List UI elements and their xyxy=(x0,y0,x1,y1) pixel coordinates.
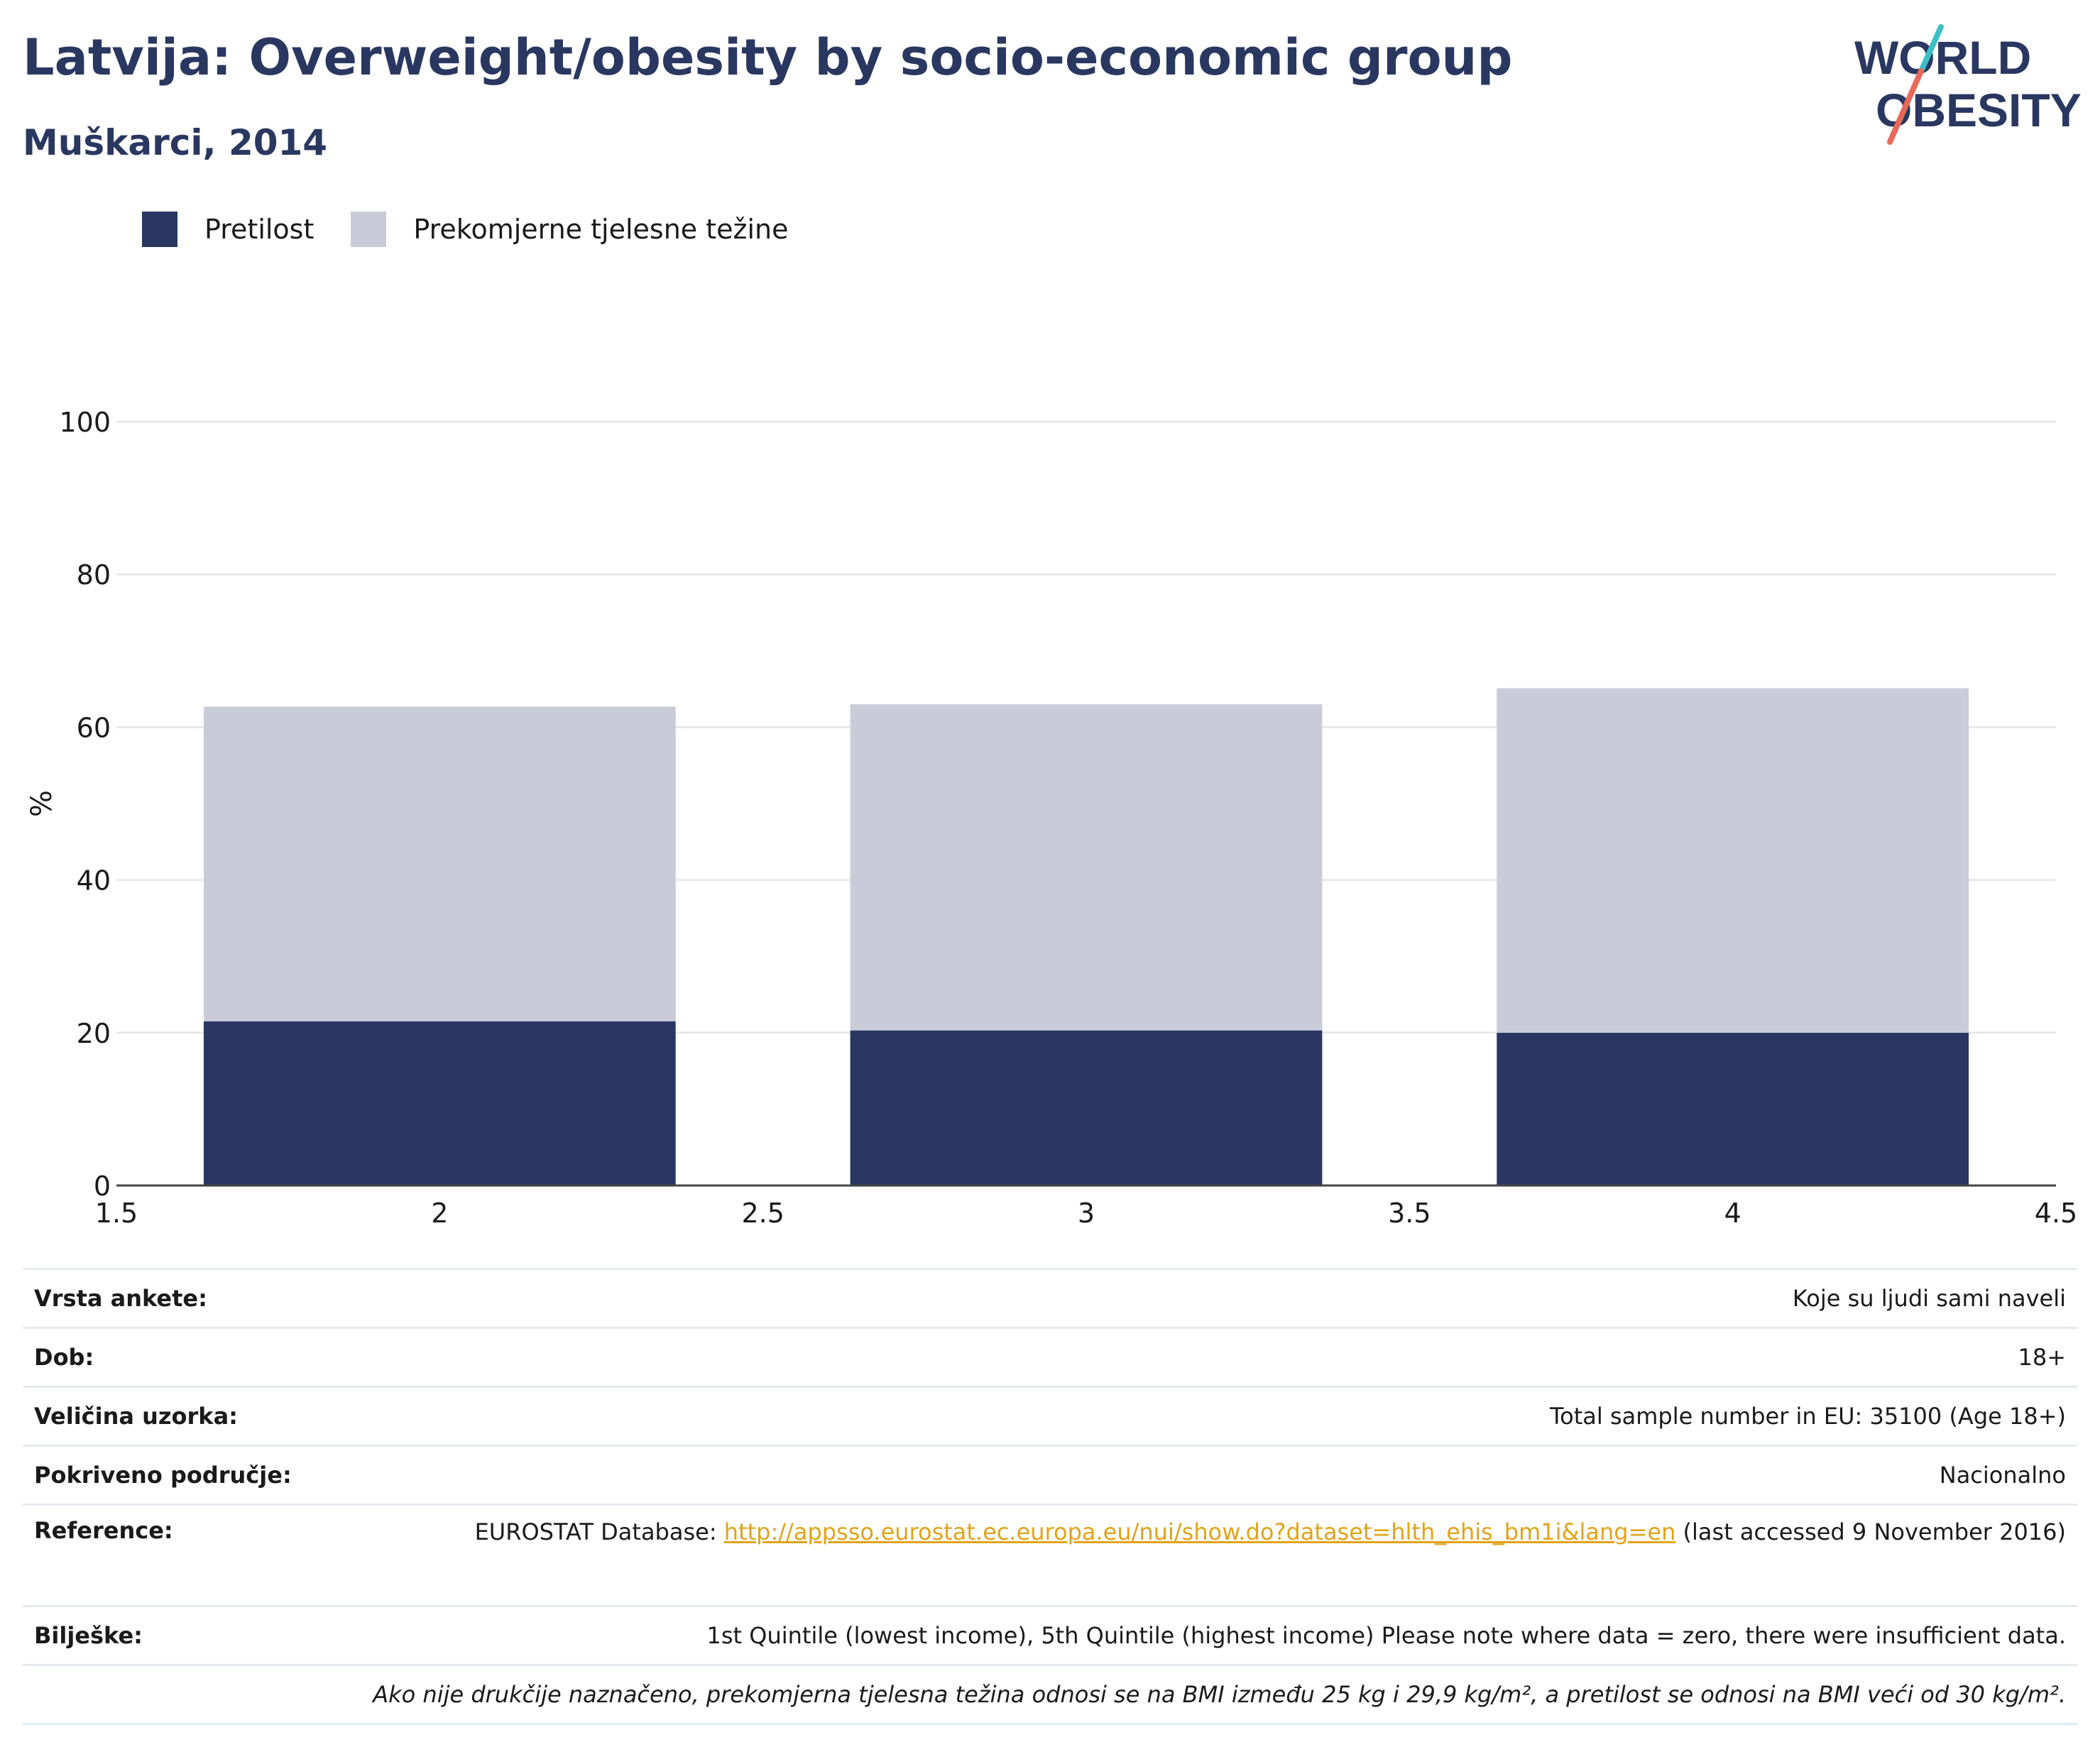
info-row-survey-type: Vrsta ankete: Koje su ljudi sami naveli xyxy=(23,1268,2077,1328)
y-tick-label: 60 xyxy=(77,712,111,743)
chart-title: Latvija: Overweight/obesity by socio-eco… xyxy=(23,28,1513,87)
info-table: Vrsta ankete: Koje su ljudi sami naveli … xyxy=(23,1268,2077,1725)
bars xyxy=(203,688,1969,1185)
x-tick-label: 4.5 xyxy=(2035,1198,2077,1229)
info-value: 1st Quintile (lowest income), 5th Quinti… xyxy=(415,1605,2077,1665)
legend-item-overweight[interactable]: Prekomjerne tjelesne težine xyxy=(351,212,789,247)
bar-overweight xyxy=(850,704,1323,1031)
bar-obesity xyxy=(1497,1032,1969,1185)
logo-slash-teal xyxy=(1918,24,1944,74)
info-row-area: Pokriveno područje: Nacionalno xyxy=(23,1445,2077,1505)
bar-overweight xyxy=(203,706,676,1022)
x-tick-label: 3 xyxy=(1078,1198,1095,1229)
world-obesity-logo: WORLD OBESITY xyxy=(1854,24,2082,145)
y-tick-label: 20 xyxy=(77,1018,111,1049)
legend-swatch-obesity xyxy=(142,212,177,247)
y-tick-label: 40 xyxy=(77,865,111,897)
reference-suffix: (last accessed 9 November 2016) xyxy=(1675,1518,2066,1545)
info-value: 18+ xyxy=(415,1327,2077,1387)
legend-swatch-overweight xyxy=(351,212,387,247)
reference-prefix: EUROSTAT Database: xyxy=(474,1518,724,1545)
info-value: Koje su ljudi sami naveli xyxy=(415,1268,2077,1328)
info-label: Dob: xyxy=(23,1327,415,1387)
bar-obesity xyxy=(850,1030,1323,1185)
logo-slash-red xyxy=(1887,68,1924,145)
y-tick-label: 0 xyxy=(94,1171,111,1202)
info-row-notes: Bilješke: 1st Quintile (lowest income), … xyxy=(23,1605,2077,1665)
y-axis-label: % xyxy=(26,790,58,817)
y-tick-label: 80 xyxy=(77,559,111,591)
reference-link[interactable]: http://appsso.eurostat.ec.europa.eu/nui/… xyxy=(723,1518,1676,1545)
bar-overweight xyxy=(1497,688,1969,1033)
x-tick-label: 1.5 xyxy=(95,1198,138,1229)
y-tick-label: 100 xyxy=(59,407,111,438)
info-label: Veličina uzorka: xyxy=(23,1386,415,1446)
info-label: Bilješke: xyxy=(23,1605,415,1665)
info-row-reference: Reference: EUROSTAT Database: http://app… xyxy=(23,1504,2077,1606)
chart-subtitle: Muškarci, 2014 xyxy=(23,122,328,163)
x-tick-label: 2.5 xyxy=(741,1198,784,1229)
info-value: Nacionalno xyxy=(415,1445,2077,1505)
info-row-sample-size: Veličina uzorka: Total sample number in … xyxy=(23,1386,2077,1446)
info-label: Pokriveno područje: xyxy=(23,1445,415,1505)
legend-item-obesity[interactable]: Pretilost xyxy=(142,212,314,247)
legend-label-obesity: Pretilost xyxy=(204,214,315,245)
footnote: Ako nije drukčije naznačeno, prekomjerna… xyxy=(23,1664,2077,1725)
info-label: Vrsta ankete: xyxy=(23,1268,415,1328)
x-tick-label: 3.5 xyxy=(1388,1198,1431,1229)
info-value: EUROSTAT Database: http://appsso.eurosta… xyxy=(415,1504,2077,1606)
info-row-age: Dob: 18+ xyxy=(23,1327,2077,1387)
chart-legend: Pretilost Prekomjerne tjelesne težine xyxy=(142,210,826,248)
x-tick-label: 2 xyxy=(431,1198,448,1229)
axes: 0 20 40 60 80 100 1.5 2 2.5 3 3.5 4 4.5% xyxy=(26,407,2077,1229)
info-label: Reference: xyxy=(23,1504,415,1606)
info-value: Total sample number in EU: 35100 (Age 18… xyxy=(415,1386,2077,1446)
bar-obesity xyxy=(203,1021,676,1185)
bar-chart: 0 20 40 60 80 100 1.5 2 2.5 3 3.5 4 4.5% xyxy=(26,407,2077,1229)
legend-label-overweight: Prekomjerne tjelesne težine xyxy=(413,214,789,245)
logo-line1: WORLD xyxy=(1854,31,2031,84)
info-row-footnote: Ako nije drukčije naznačeno, prekomjerna… xyxy=(23,1664,2077,1725)
x-tick-label: 4 xyxy=(1724,1198,1741,1229)
